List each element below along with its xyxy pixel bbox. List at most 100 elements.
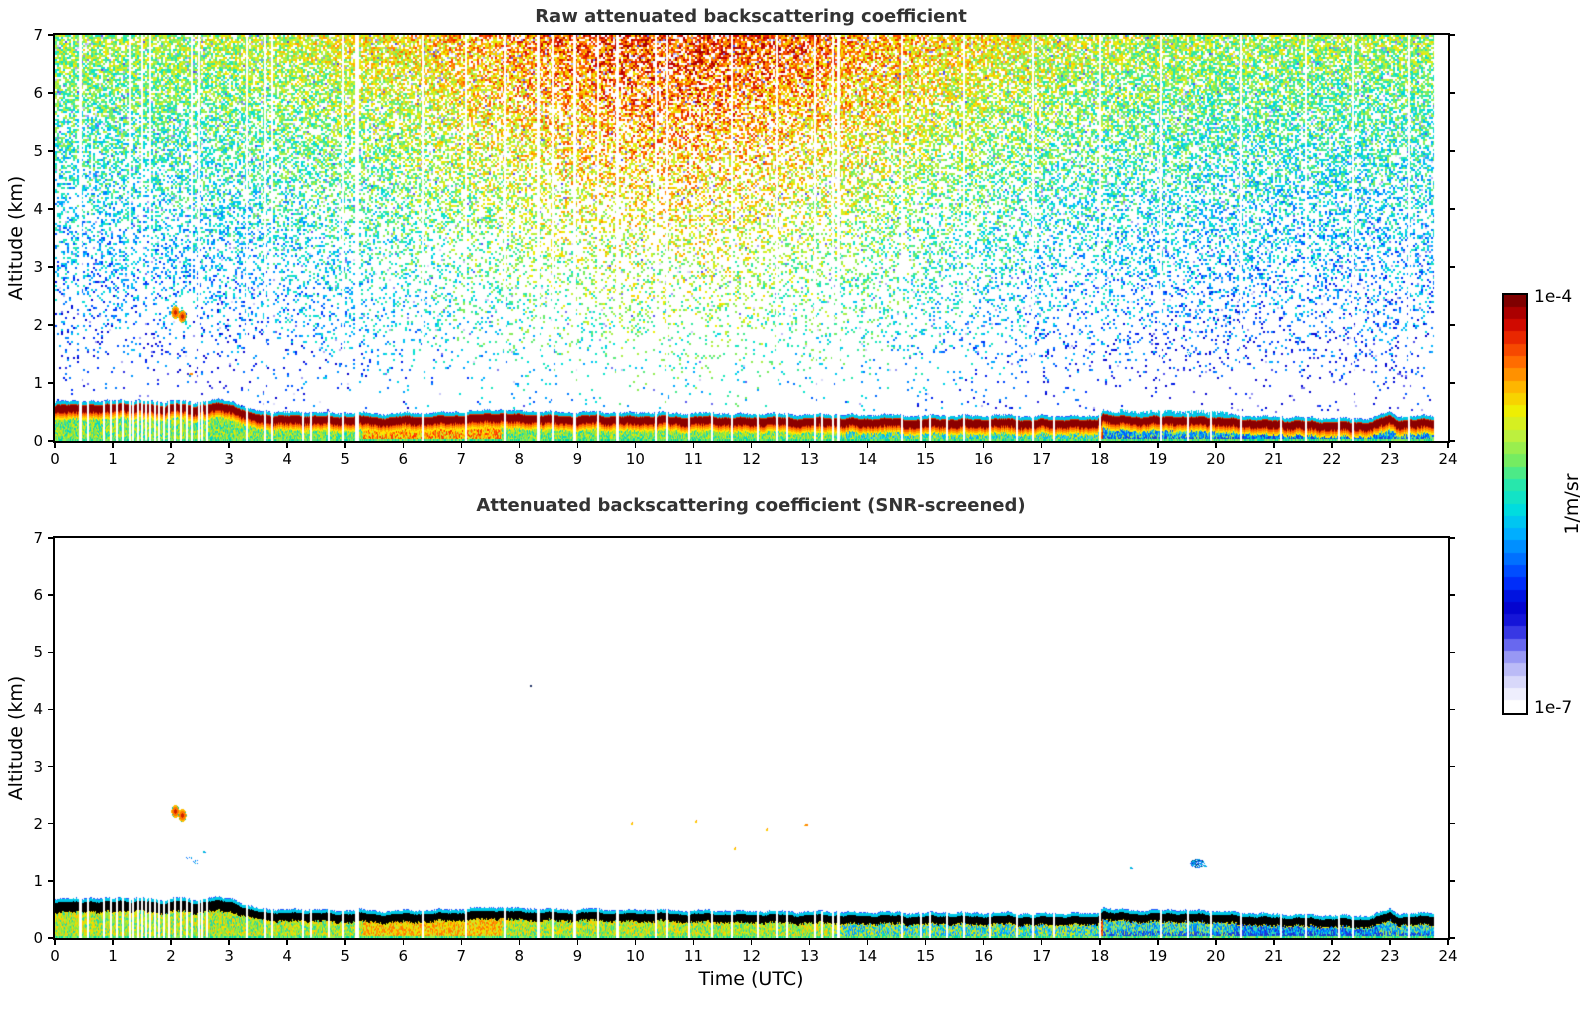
x-tick-label: 11 bbox=[683, 450, 703, 468]
x-tick-mark bbox=[228, 940, 230, 945]
x-tick-mark bbox=[1389, 940, 1391, 945]
y-tick-mark-right bbox=[1450, 708, 1455, 711]
y-tick-mark-right bbox=[1450, 822, 1455, 825]
x-tick-mark bbox=[112, 443, 114, 448]
x-tick-label: 3 bbox=[224, 947, 234, 965]
raw-y-axis-label: Altitude (km) bbox=[5, 175, 27, 301]
x-tick-label: 12 bbox=[741, 947, 762, 965]
x-tick-label: 6 bbox=[398, 947, 409, 965]
x-tick-label: 4 bbox=[282, 947, 292, 965]
x-tick-label: 5 bbox=[340, 947, 350, 965]
x-tick-mark bbox=[808, 940, 811, 945]
screened-heatmap-canvas bbox=[55, 538, 1448, 938]
x-tick-label: 2 bbox=[166, 947, 176, 965]
x-tick-mark bbox=[1157, 940, 1159, 945]
x-tick-mark bbox=[344, 940, 346, 945]
x-tick-mark bbox=[1099, 940, 1101, 945]
x-tick-mark bbox=[750, 940, 753, 945]
y-tick-label: 7 bbox=[33, 529, 43, 547]
x-tick-mark bbox=[982, 443, 985, 448]
x-tick-label: 2 bbox=[166, 450, 176, 468]
y-tick-mark bbox=[48, 150, 53, 152]
y-tick-mark bbox=[48, 382, 53, 384]
y-tick-mark-right bbox=[1450, 150, 1455, 152]
y-tick-label: 0 bbox=[33, 432, 43, 450]
x-tick-mark bbox=[750, 443, 753, 448]
x-tick-label: 5 bbox=[340, 450, 350, 468]
x-tick-label: 7 bbox=[456, 450, 467, 468]
x-tick-mark bbox=[1389, 443, 1391, 448]
x-tick-mark bbox=[54, 940, 56, 945]
y-tick-label: 3 bbox=[33, 757, 43, 776]
x-tick-mark bbox=[866, 940, 869, 945]
x-tick-mark bbox=[518, 443, 521, 448]
x-tick-label: 0 bbox=[50, 947, 60, 965]
x-tick-label: 13 bbox=[799, 947, 820, 965]
x-tick-mark bbox=[576, 940, 579, 945]
x-tick-label: 23 bbox=[1380, 947, 1400, 965]
y-tick-mark bbox=[48, 208, 53, 210]
x-tick-label: 17 bbox=[1032, 450, 1052, 468]
y-tick-mark-right bbox=[1450, 594, 1455, 596]
x-tick-mark bbox=[170, 940, 172, 945]
screened-y-axis-label: Altitude (km) bbox=[5, 675, 27, 801]
y-tick-mark bbox=[48, 266, 53, 268]
x-tick-mark bbox=[344, 443, 346, 448]
screened-panel-title: Attenuated backscattering coefficient (S… bbox=[476, 495, 1026, 516]
colorbar-unit-label: 1/m/sr bbox=[1561, 473, 1583, 535]
x-tick-label: 21 bbox=[1264, 450, 1284, 468]
x-tick-label: 7 bbox=[456, 947, 467, 965]
x-tick-mark bbox=[170, 443, 172, 448]
x-tick-mark bbox=[1447, 443, 1449, 448]
colorbar-min-label: 1e-7 bbox=[1534, 698, 1573, 718]
y-tick-mark bbox=[48, 765, 53, 768]
raw-heatmap-canvas bbox=[55, 35, 1448, 441]
x-tick-mark bbox=[1040, 940, 1043, 945]
x-tick-label: 21 bbox=[1264, 947, 1284, 965]
x-tick-label: 15 bbox=[916, 450, 936, 468]
x-tick-label: 24 bbox=[1438, 947, 1458, 965]
x-tick-label: 8 bbox=[514, 450, 525, 468]
x-tick-label: 15 bbox=[916, 947, 936, 965]
y-tick-mark-right bbox=[1450, 92, 1455, 94]
y-tick-mark bbox=[48, 34, 53, 36]
y-tick-label: 3 bbox=[33, 258, 43, 276]
y-tick-mark bbox=[48, 651, 53, 654]
x-tick-mark bbox=[1099, 443, 1101, 448]
x-tick-mark bbox=[1447, 940, 1449, 945]
y-tick-label: 2 bbox=[33, 814, 43, 833]
x-tick-mark bbox=[634, 940, 637, 945]
x-tick-mark bbox=[286, 443, 288, 448]
x-tick-mark bbox=[1157, 443, 1159, 448]
x-tick-mark bbox=[112, 940, 114, 945]
y-tick-mark bbox=[48, 880, 53, 882]
x-tick-mark bbox=[866, 443, 869, 448]
y-tick-label: 4 bbox=[33, 700, 43, 719]
x-tick-label: 4 bbox=[282, 450, 292, 468]
y-tick-mark bbox=[48, 708, 53, 711]
x-tick-label: 14 bbox=[858, 450, 878, 468]
raw-plot-area bbox=[53, 33, 1450, 443]
x-tick-mark bbox=[402, 940, 404, 945]
colorbar-gradient-canvas bbox=[1504, 295, 1526, 713]
y-tick-mark bbox=[48, 594, 53, 596]
x-tick-mark bbox=[1273, 443, 1275, 448]
y-tick-label: 4 bbox=[33, 200, 43, 218]
x-tick-mark bbox=[692, 443, 695, 448]
y-tick-mark-right bbox=[1450, 208, 1455, 210]
y-tick-mark-right bbox=[1450, 765, 1455, 768]
x-tick-label: 3 bbox=[224, 450, 234, 468]
y-tick-mark bbox=[48, 822, 53, 825]
y-tick-mark-right bbox=[1450, 937, 1455, 939]
y-tick-mark-right bbox=[1450, 651, 1455, 654]
x-tick-mark bbox=[286, 940, 288, 945]
y-tick-label: 7 bbox=[33, 26, 43, 44]
y-tick-label: 1 bbox=[33, 374, 43, 392]
x-tick-mark bbox=[924, 443, 927, 448]
x-tick-label: 18 bbox=[1090, 450, 1110, 468]
x-tick-label: 10 bbox=[625, 450, 645, 468]
y-tick-mark bbox=[48, 324, 53, 326]
x-tick-label: 19 bbox=[1148, 450, 1168, 468]
x-tick-mark bbox=[54, 443, 56, 448]
